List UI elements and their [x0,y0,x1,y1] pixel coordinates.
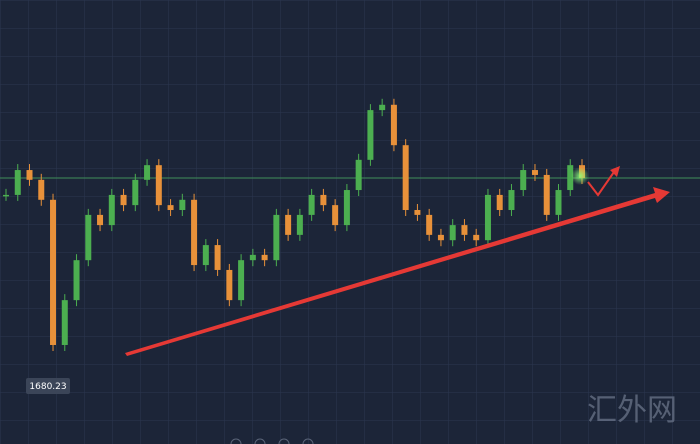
candle [273,214,280,261]
candle [531,170,538,175]
candle [179,199,186,211]
forecast-arrow [587,171,615,197]
candle [38,179,45,200]
candle [461,225,468,235]
candle [308,194,315,215]
candle [238,260,245,301]
watermark: 汇外网 [587,393,677,428]
candle [402,145,409,211]
candle [26,170,33,180]
candle [97,214,104,226]
candle [296,214,303,235]
candle [214,245,221,270]
candle [555,190,562,215]
trend-arrow [125,187,670,356]
candle [132,179,139,206]
candle [473,234,480,241]
low-label-box [26,378,70,394]
candle [155,165,162,206]
candle [261,254,268,261]
candle [567,165,574,191]
candle [85,214,92,261]
nav-dots [230,438,314,444]
candle [108,194,115,226]
candle [390,104,397,146]
candle [484,194,491,241]
low-label: 1680.23 [29,382,66,392]
candle [332,205,339,226]
candle [3,194,9,197]
candle [320,194,327,206]
candle [520,170,527,191]
plot [0,98,700,351]
candle [144,165,151,180]
candle [61,300,68,345]
candle [14,170,21,195]
candle [437,234,444,241]
candle [120,194,127,206]
candle [167,205,174,211]
candle [50,199,57,345]
candle [496,194,503,211]
candle [226,269,233,301]
candle [379,104,386,111]
candle [414,210,421,215]
candle [426,214,433,235]
candle [355,159,362,191]
candle [202,245,209,266]
candle [508,190,515,211]
candle [191,199,198,266]
candle [343,190,350,226]
candle [73,260,80,301]
candle [367,110,374,160]
glow [571,167,589,185]
candle [449,225,456,241]
arrow-head [610,166,620,177]
candle [285,214,292,235]
candle [249,254,256,261]
candle [543,174,550,215]
